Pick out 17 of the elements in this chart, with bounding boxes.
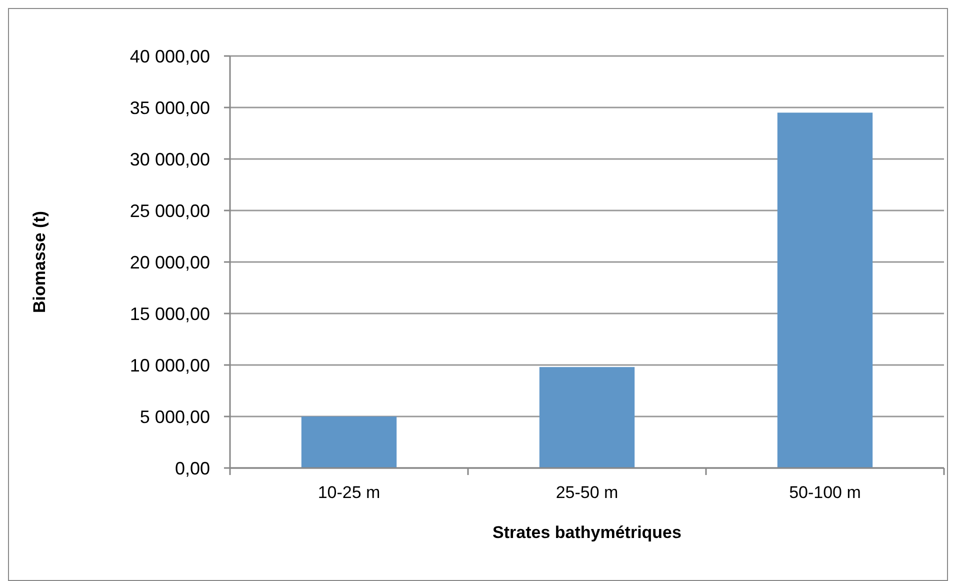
y-tick-label: 5 000,00 bbox=[140, 406, 210, 427]
x-axis-title: Strates bathymétriques bbox=[492, 523, 682, 542]
bar bbox=[301, 416, 397, 468]
y-tick-label: 15 000,00 bbox=[130, 304, 210, 324]
y-tick-label: 20 000,00 bbox=[130, 252, 210, 272]
bar bbox=[777, 112, 873, 468]
x-tick-label: 25-50 m bbox=[556, 483, 618, 502]
y-tick-label: 40 000,00 bbox=[130, 46, 210, 66]
y-tick-label: 0,00 bbox=[174, 458, 210, 478]
y-tick-label: 35 000,00 bbox=[130, 98, 210, 118]
y-tick-label: 10 000,00 bbox=[130, 355, 210, 376]
x-tick-label: 50-100 m bbox=[789, 483, 861, 502]
x-tick-label: 10-25 m bbox=[318, 483, 380, 502]
y-tick-label: 25 000,00 bbox=[130, 200, 210, 221]
y-axis-title: Biomasse (t) bbox=[30, 210, 49, 314]
y-tick-label: 30 000,00 bbox=[130, 149, 210, 170]
bar bbox=[539, 367, 635, 468]
